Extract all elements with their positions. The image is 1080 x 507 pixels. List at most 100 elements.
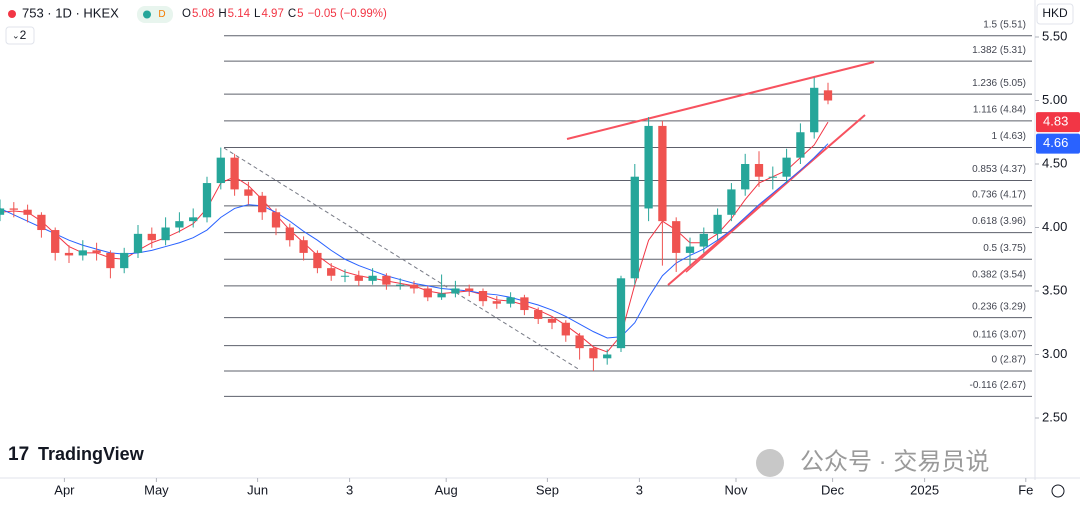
axes: 5.50 5.00 4.50 4.00 3.50 3.00 2.50 Apr May Jun 3 Au… (54, 28, 1080, 497)
ohlc-key: O (182, 8, 191, 20)
candle-body (368, 275, 377, 281)
fib-layer: 1.5 (5.51) 1.382 (5.31) 1.236 (5.05) 1.116 … (224, 19, 1032, 397)
y-tick-label: 4.50 (1042, 155, 1067, 170)
fib-label: 0.116 (3.07) (973, 329, 1026, 340)
ohlc-value: 5 (297, 8, 303, 20)
x-tick-label: Fe (1018, 482, 1033, 497)
candle-body (299, 240, 308, 253)
collapse-arrow: ⌄ (12, 30, 20, 40)
symbol[interactable]: 753 · 1D · HKEX (22, 5, 119, 20)
candle-body (37, 214, 46, 231)
candle-body (451, 288, 460, 294)
x-tick-label: Apr (54, 482, 75, 497)
candle-body (644, 125, 653, 209)
candle-body (327, 268, 336, 276)
ohlc-key: L (254, 8, 261, 20)
candle-body (630, 176, 639, 279)
y-tick-label: 4.00 (1042, 219, 1067, 234)
candle-body (534, 310, 543, 319)
candle-body (23, 209, 32, 215)
ohlc-value: 4.97 (261, 8, 283, 20)
collapse-button[interactable] (5, 26, 35, 45)
candle-body (51, 230, 60, 253)
fib-label: 0.236 (3.29) (972, 301, 1026, 312)
fib-label: 1.5 (5.51) (983, 19, 1026, 30)
y-tick-label: 2.50 (1042, 409, 1067, 424)
candle-body (506, 297, 515, 304)
status-badge[interactable] (137, 6, 173, 23)
candle-body (575, 335, 584, 349)
watermark-icon (756, 449, 784, 477)
trend-line (667, 114, 866, 286)
x-tick-label: Nov (724, 482, 748, 497)
candle-body (823, 90, 833, 101)
candle-body (423, 288, 432, 298)
x-tick-label: 3 (636, 482, 643, 497)
price-label-box (1036, 112, 1080, 133)
candle-body (382, 275, 391, 285)
fib-label: 0.618 (3.96) (972, 216, 1026, 227)
currency-button[interactable] (1036, 3, 1074, 25)
candle-body (672, 221, 681, 253)
y-tick-label: 5.00 (1042, 92, 1067, 107)
candle-body (561, 322, 570, 336)
candle-body (741, 164, 750, 190)
ohlc-key: C (288, 8, 296, 20)
price-label: 4.83 (1043, 114, 1068, 129)
x-tick-label: Sep (536, 482, 559, 497)
ohlc-key: H (218, 8, 226, 20)
watermark: 公众号 · 交易员说 (800, 448, 989, 475)
fib-label: 0.853 (4.37) (972, 164, 1026, 175)
candle-body (189, 217, 198, 222)
candle-body (713, 214, 722, 234)
price-label-box (1036, 133, 1080, 154)
candle-body (92, 250, 101, 253)
candle-body (616, 278, 626, 349)
candle-body (285, 227, 294, 241)
candle-body (64, 252, 74, 256)
candle-body (603, 354, 612, 359)
x-tick-label: 2025 (910, 482, 939, 497)
candle-body (354, 275, 363, 281)
ohlc-value: 5.14 (228, 8, 251, 20)
candle-body (78, 250, 87, 256)
candle-body (465, 288, 474, 291)
logo-mark: 17 (8, 444, 29, 465)
candle-body (133, 233, 143, 253)
y-tick-label: 5.50 (1042, 28, 1067, 43)
candle-body (699, 233, 708, 247)
x-tick-label: May (144, 482, 169, 497)
candle-body (161, 227, 170, 241)
price-label: 4.66 (1043, 135, 1068, 150)
y-tick-label: 3.50 (1042, 282, 1067, 297)
currency: HKD (1042, 6, 1068, 20)
settings-icon[interactable] (1051, 484, 1065, 498)
candle-body (258, 195, 267, 213)
x-tick-label: Dec (821, 482, 845, 497)
logo: TradingView (38, 444, 145, 464)
candle-body (175, 221, 184, 228)
trend-lines (223, 61, 875, 371)
candle-body (244, 189, 253, 196)
candle-body (796, 132, 805, 158)
trend-line (685, 144, 831, 273)
candle-body (437, 293, 446, 298)
ohlc-legend: O 5.08 H 5.14 L 4.97 C 5 −0.05 (−0.99%) (182, 8, 387, 20)
trend-line (566, 61, 875, 140)
candle-body (147, 233, 156, 241)
x-tick-label: Jun (247, 482, 268, 497)
candle-body (396, 284, 405, 286)
fib-label: 1.382 (5.31) (972, 45, 1026, 56)
candle-body (520, 297, 529, 311)
fib-label: -0.116 (2.67) (969, 380, 1026, 391)
candle-body (658, 125, 667, 222)
status-dot (143, 10, 151, 19)
candle-body (106, 252, 115, 269)
fib-label: 0.736 (4.17) (972, 190, 1026, 201)
candle-body (9, 208, 18, 210)
fib-label: 0.5 (3.75) (983, 243, 1026, 254)
candle-body (727, 189, 736, 215)
fib-label: 1.236 (5.05) (972, 78, 1026, 89)
